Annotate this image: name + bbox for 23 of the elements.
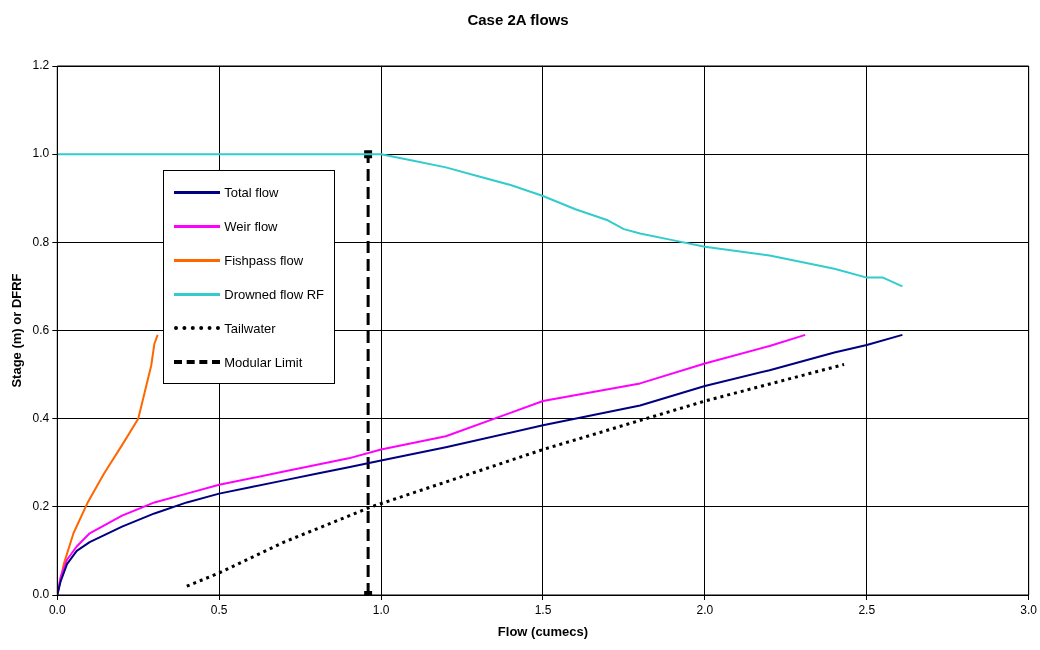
y-tick-label: 1.0	[32, 146, 50, 161]
chart-title: Case 2A flows	[467, 11, 569, 29]
legend-label: Total flow	[224, 184, 279, 200]
legend-label: Fishpass flow	[224, 252, 304, 268]
x-axis-title: Flow (cumecs)	[497, 623, 589, 639]
legend-label: Modular Limit	[224, 354, 303, 370]
x-tick-label: 2.5	[858, 602, 876, 617]
y-tick-label: 0.2	[32, 499, 50, 514]
legend-label: Tailwater	[224, 320, 276, 336]
x-tick-label: 3.0	[1020, 602, 1038, 617]
x-tick-label: 1.5	[534, 602, 552, 617]
y-tick-label: 0.6	[32, 322, 50, 337]
x-tick-label: 2.0	[696, 602, 714, 617]
y-tick-label: 0.4	[32, 410, 50, 425]
y-tick-label: 1.2	[32, 58, 50, 73]
y-tick-label: 0.0	[32, 587, 50, 602]
legend-label: Weir flow	[224, 218, 278, 234]
y-axis-title: Stage (m) or DFRF	[9, 273, 25, 388]
x-tick-label: 0.0	[48, 602, 66, 617]
y-tick-label: 0.8	[32, 234, 50, 249]
x-tick-label: 0.5	[210, 602, 228, 617]
legend-label: Drowned flow RF	[224, 286, 324, 302]
x-tick-label: 1.0	[372, 602, 390, 617]
